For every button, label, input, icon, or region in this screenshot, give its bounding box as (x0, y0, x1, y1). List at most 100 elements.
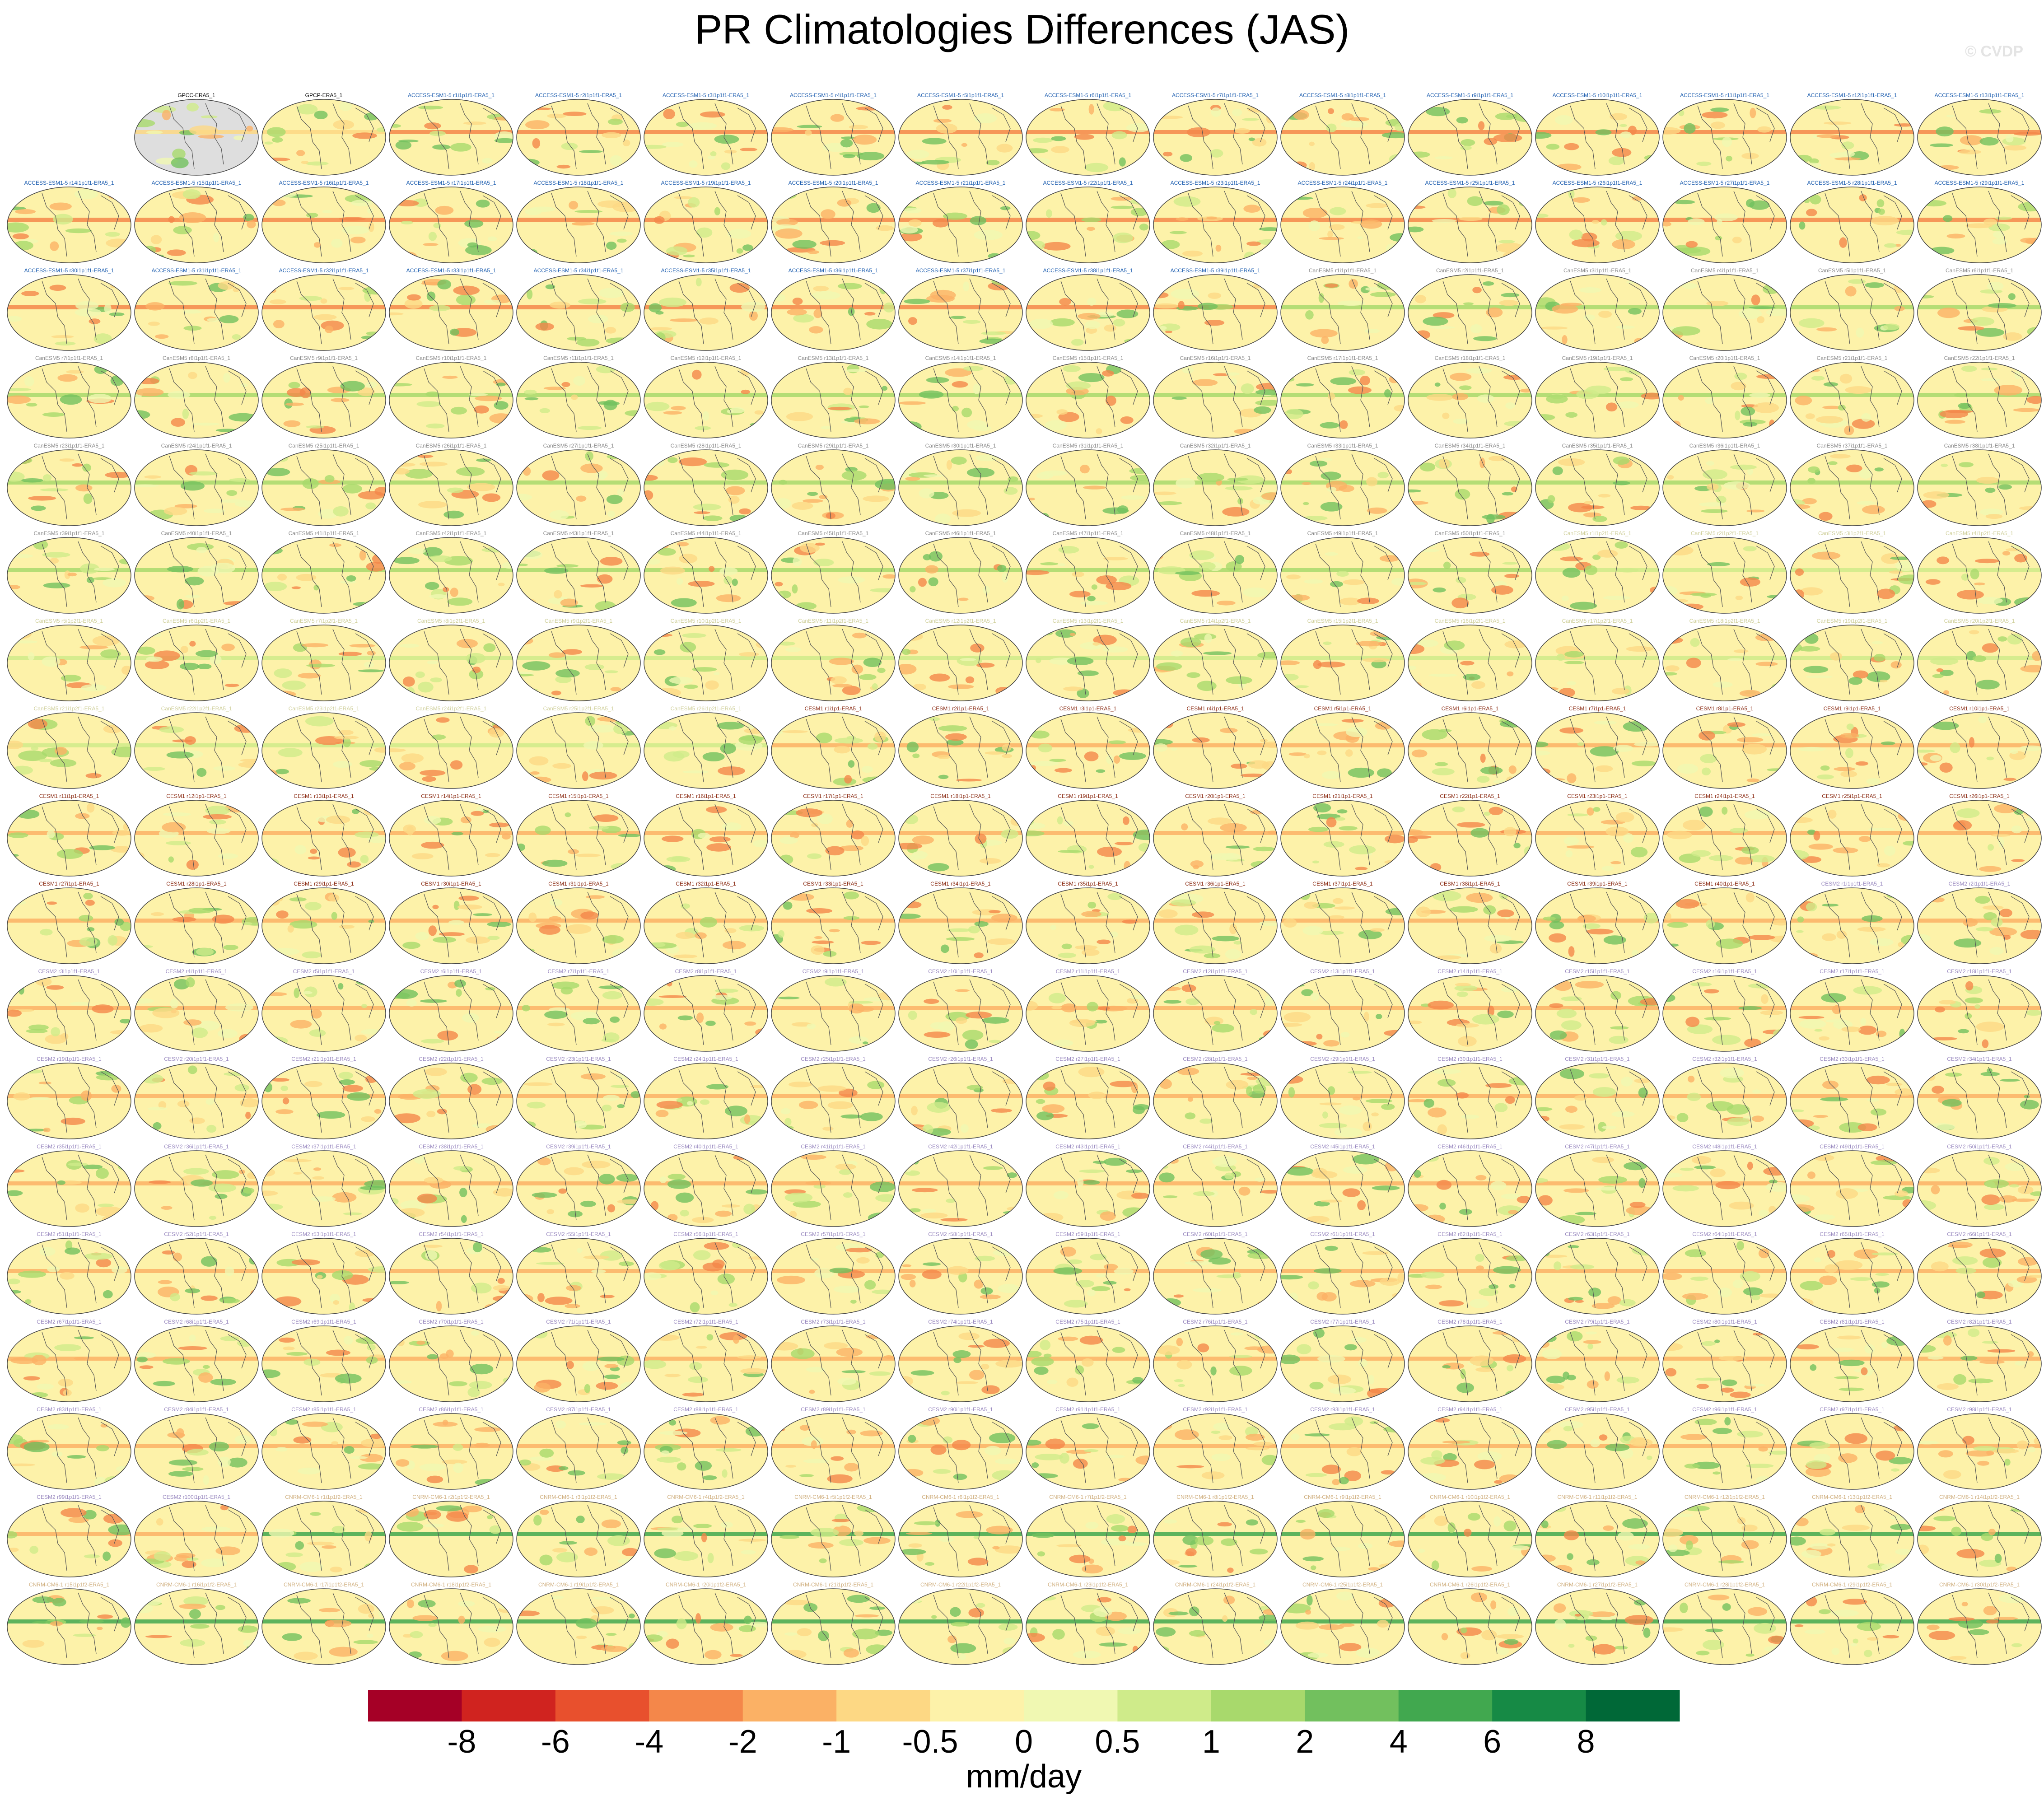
map-background (389, 99, 513, 175)
map-patch (1504, 420, 1531, 427)
map-patch (1703, 989, 1719, 994)
map-patch (583, 1255, 610, 1260)
map-patch (1663, 127, 1681, 135)
coastline (296, 891, 374, 958)
map-patch (577, 1248, 583, 1253)
map-patch (980, 1364, 989, 1370)
map-field (262, 888, 386, 964)
map-patch (262, 546, 283, 555)
map-patch (1229, 924, 1237, 934)
map-patch (1478, 121, 1485, 131)
map-patch (42, 412, 65, 417)
map-patch (771, 127, 793, 132)
map-patch (475, 396, 502, 401)
equatorial-band (899, 218, 1022, 222)
map-patch (435, 205, 454, 215)
map-field (1663, 625, 1787, 701)
map-outline (898, 362, 1023, 439)
map-panel (1408, 99, 1532, 176)
map-patch (483, 643, 496, 652)
map-patch (946, 460, 952, 470)
map-patch (1583, 501, 1593, 504)
map-patch (1240, 1073, 1268, 1076)
map-patch (1565, 1106, 1577, 1113)
map-patch (1030, 730, 1050, 739)
equatorial-band (517, 305, 640, 309)
map-patch (114, 918, 124, 926)
map-patch (1226, 372, 1240, 376)
map-patch (1585, 1331, 1597, 1334)
equatorial-band (1153, 1094, 1277, 1098)
map-patch (1125, 1169, 1143, 1173)
map-patch (1979, 866, 2002, 872)
map-field (517, 800, 640, 876)
coastline (806, 891, 883, 958)
map-patch (1868, 827, 1895, 831)
map-patch (326, 815, 350, 824)
map-patch (63, 1389, 72, 1396)
map-patch (269, 299, 286, 304)
map-panel (7, 975, 131, 1052)
map-patch (1592, 554, 1601, 560)
map-patch (610, 1085, 629, 1088)
map-patch (845, 369, 867, 373)
map-outline (389, 1325, 513, 1402)
coastline (169, 278, 247, 345)
map-patch (1704, 1017, 1731, 1021)
map-patch (223, 601, 251, 606)
map-patch (1565, 850, 1573, 858)
map-background (262, 187, 386, 263)
map-patch (1946, 114, 1955, 118)
map-patch (993, 1249, 1017, 1256)
map-patch (1603, 366, 1629, 371)
map-patch (2026, 1010, 2041, 1016)
panel-title: CESM1 r36i1p1-ERA5_1 (1185, 881, 1246, 887)
map-patch (21, 478, 43, 483)
map-patch (1586, 928, 1614, 935)
map-patch (1433, 587, 1446, 592)
map-patch (1014, 600, 1022, 604)
map-patch (425, 1250, 438, 1260)
map-patch (1058, 850, 1082, 853)
map-patch (2024, 1095, 2030, 1098)
map-patch (692, 369, 702, 380)
map-patch (856, 1257, 870, 1264)
map-patch (1349, 369, 1365, 376)
map-patch (1439, 1203, 1446, 1210)
map-patch (1090, 1254, 1107, 1260)
map-field (1535, 975, 1659, 1051)
map-patch (619, 279, 625, 286)
map-patch (201, 1256, 218, 1267)
coastline (1188, 891, 1265, 958)
map-patch (1074, 134, 1095, 140)
map-patch (443, 510, 464, 519)
panel-title: CanESM5 r1i1p2f1-ERA5_1 (1563, 530, 1631, 536)
map-patch (677, 1015, 693, 1021)
map-patch (630, 1091, 640, 1098)
map-patch (357, 387, 375, 397)
map-outline (1535, 187, 1660, 263)
map-patch (365, 502, 376, 509)
coastline (296, 278, 374, 345)
map-patch (912, 851, 928, 858)
map-patch (837, 199, 852, 207)
equatorial-band (1408, 1006, 1532, 1010)
panel-title: ACCESS-ESM1-5 r14i1p1f1-ERA5_1 (24, 180, 114, 186)
map-patch (1157, 248, 1168, 259)
map-panel (134, 187, 259, 263)
map-panel (1535, 449, 1660, 526)
map-patch (741, 301, 765, 312)
map-patch (522, 550, 543, 560)
map-patch (905, 476, 920, 481)
map-field (1408, 800, 1532, 876)
map-patch (1691, 850, 1711, 857)
map-patch (1999, 909, 2012, 918)
map-patch (106, 238, 131, 248)
map-field (1918, 362, 2041, 438)
map-patch (1456, 1023, 1479, 1028)
map-patch (366, 331, 381, 336)
map-patch (1732, 1279, 1744, 1288)
map-background (1790, 275, 1914, 350)
equatorial-band (135, 568, 258, 572)
equatorial-band (517, 1357, 640, 1361)
